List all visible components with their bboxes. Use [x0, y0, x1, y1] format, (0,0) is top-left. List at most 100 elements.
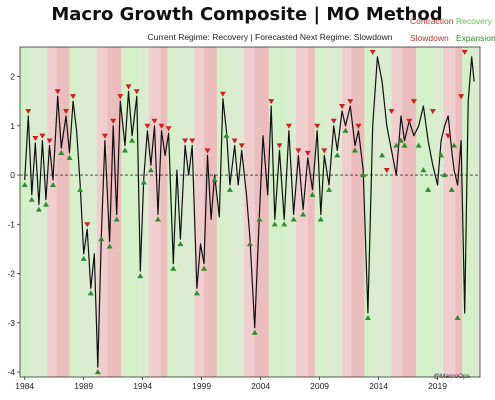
peak-marker	[285, 123, 292, 129]
peak-marker	[458, 94, 465, 100]
watermark: @MacroOps	[433, 373, 470, 380]
peak-marker	[330, 118, 337, 124]
regime-band-slowdown	[47, 47, 57, 377]
peak-marker	[84, 222, 91, 228]
trough-marker	[80, 255, 87, 261]
trough-marker	[397, 137, 404, 143]
chart-title: Macro Growth Composite | MO Method	[51, 4, 442, 25]
regime-band-expansion	[325, 47, 342, 377]
regime-band-contraction	[455, 47, 463, 377]
peak-marker	[125, 84, 132, 90]
peak-marker	[204, 148, 211, 154]
peak-marker	[347, 99, 354, 105]
peak-marker	[410, 99, 417, 105]
trough-marker	[66, 154, 73, 160]
regime-band-contraction	[107, 47, 122, 377]
regime-band-recovery	[20, 47, 31, 377]
trough-marker	[393, 142, 400, 148]
peak-marker	[369, 49, 376, 55]
trough-marker	[42, 201, 49, 207]
peak-marker	[238, 143, 245, 149]
y-tick-label: -2	[7, 269, 15, 279]
trough-marker	[140, 179, 147, 185]
regime-band-expansion	[178, 47, 195, 377]
regime-band-slowdown	[244, 47, 255, 377]
trough-marker	[129, 137, 136, 143]
peak-marker	[39, 133, 46, 139]
peak-marker	[339, 104, 345, 110]
trough-marker	[247, 241, 253, 247]
trough-marker	[309, 191, 316, 197]
trough-marker	[438, 152, 445, 158]
series-line	[24, 56, 475, 368]
trough-marker	[21, 181, 28, 187]
x-tick-label: 2004	[251, 381, 270, 391]
peak-marker	[110, 118, 117, 124]
regime-band-expansion	[472, 47, 480, 377]
peak-marker	[304, 150, 311, 156]
peak-marker	[46, 138, 53, 144]
trough-marker	[317, 216, 324, 222]
y-tick-label: -3	[7, 318, 15, 328]
x-tick-label: 1984	[15, 381, 34, 391]
trough-marker	[360, 172, 367, 178]
trough-marker	[113, 216, 120, 222]
trough-marker	[201, 265, 207, 271]
regime-band-recovery	[364, 47, 373, 377]
trough-marker	[256, 216, 263, 222]
trough-marker	[137, 273, 144, 279]
chart-subtitle: Current Regime: Recovery | Forecasted Ne…	[147, 32, 392, 42]
x-tick-label: 2019	[428, 381, 447, 391]
peak-marker	[461, 49, 468, 55]
peak-marker	[295, 148, 302, 154]
trough-marker	[98, 236, 105, 242]
peak-marker	[101, 133, 108, 139]
trough-marker	[251, 329, 258, 335]
trough-marker	[300, 211, 307, 217]
legend-expansion: Expansion	[456, 33, 495, 43]
trough-marker	[415, 142, 422, 148]
legend-contraction: Contraction	[410, 16, 454, 26]
trough-marker	[271, 221, 278, 227]
regime-band-contraction	[56, 47, 70, 377]
x-tick-label: 1989	[74, 381, 93, 391]
regime-band-expansion	[286, 47, 296, 377]
peak-marker	[231, 138, 238, 144]
peak-marker	[158, 123, 165, 129]
y-tick-label: -1	[7, 219, 15, 229]
peak-marker	[70, 94, 77, 100]
regime-band-recovery	[416, 47, 434, 377]
trough-marker	[351, 147, 358, 153]
trough-marker	[193, 290, 200, 296]
peak-marker	[32, 136, 39, 142]
regime-band-recovery	[216, 47, 226, 377]
trough-marker	[211, 177, 218, 183]
trough-marker	[223, 132, 230, 138]
trough-marker	[50, 181, 57, 187]
y-tick-label: 2	[10, 72, 15, 82]
peak-marker	[165, 126, 172, 132]
regime-band-slowdown	[443, 47, 456, 377]
legend-recovery: Recovery	[456, 16, 493, 26]
trough-marker	[281, 221, 288, 227]
trough-marker	[401, 142, 408, 148]
trough-marker	[334, 152, 341, 158]
trough-marker	[226, 186, 233, 192]
x-tick-label: 1994	[133, 381, 152, 391]
regime-band-expansion	[434, 47, 444, 377]
plot-frame	[19, 46, 481, 378]
trough-marker	[379, 152, 386, 158]
x-tick-label: 1999	[192, 381, 211, 391]
peak-marker	[144, 123, 151, 129]
trough-marker	[441, 172, 448, 178]
x-tick-label: 2014	[369, 381, 388, 391]
peak-marker	[429, 108, 436, 114]
peak-marker	[388, 108, 395, 114]
regime-band-recovery	[167, 47, 179, 377]
peak-marker	[219, 91, 226, 97]
regime-band-recovery	[69, 47, 78, 377]
trough-marker	[121, 147, 128, 153]
trough-marker	[364, 314, 371, 320]
y-tick-label: 1	[10, 121, 15, 131]
